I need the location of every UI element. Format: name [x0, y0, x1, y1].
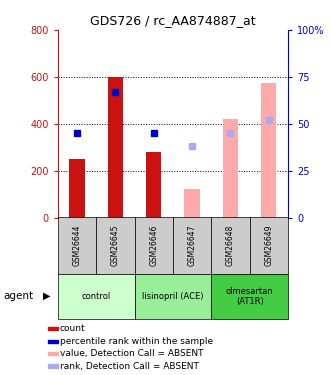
Bar: [250, 217, 288, 274]
Bar: [223, 119, 238, 218]
Bar: [48, 352, 58, 355]
Bar: [211, 274, 288, 319]
Bar: [96, 217, 135, 274]
Bar: [135, 274, 211, 319]
Text: GSM26644: GSM26644: [72, 225, 82, 266]
Text: GSM26646: GSM26646: [149, 225, 158, 266]
Text: rank, Detection Call = ABSENT: rank, Detection Call = ABSENT: [60, 362, 199, 370]
Bar: [184, 189, 200, 217]
Text: control: control: [82, 292, 111, 301]
Text: GSM26649: GSM26649: [264, 225, 273, 266]
Bar: [58, 217, 96, 274]
Bar: [58, 274, 135, 319]
Text: value, Detection Call = ABSENT: value, Detection Call = ABSENT: [60, 349, 203, 358]
Text: GSM26645: GSM26645: [111, 225, 120, 266]
Title: GDS726 / rc_AA874887_at: GDS726 / rc_AA874887_at: [90, 15, 256, 27]
Text: percentile rank within the sample: percentile rank within the sample: [60, 337, 213, 346]
Text: count: count: [60, 324, 85, 333]
Bar: [70, 159, 85, 218]
Bar: [48, 327, 58, 330]
Bar: [135, 217, 173, 274]
Bar: [146, 152, 162, 217]
Bar: [211, 217, 250, 274]
Bar: [48, 364, 58, 368]
Bar: [261, 83, 276, 218]
Text: GSM26648: GSM26648: [226, 225, 235, 266]
Bar: [108, 77, 123, 218]
Bar: [173, 217, 211, 274]
Text: olmesartan
(AT1R): olmesartan (AT1R): [226, 286, 273, 306]
Text: ▶: ▶: [43, 291, 51, 301]
Bar: [48, 340, 58, 343]
Text: GSM26647: GSM26647: [188, 225, 197, 266]
Text: lisinopril (ACE): lisinopril (ACE): [142, 292, 204, 301]
Text: agent: agent: [3, 291, 33, 301]
